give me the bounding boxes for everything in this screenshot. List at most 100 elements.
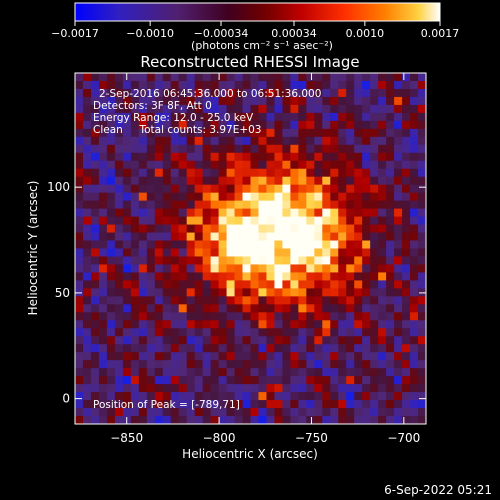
heatmap-cell [210, 280, 220, 289]
heatmap-cell [410, 128, 419, 138]
heatmap-cell [170, 328, 180, 337]
x-tick-label: −700 [387, 431, 420, 445]
heatmap-cell [98, 104, 108, 114]
heatmap-cell [338, 152, 347, 162]
heatmap-cell [330, 168, 339, 178]
heatmap-cell [170, 96, 180, 106]
heatmap-cell [314, 120, 323, 130]
heatmap-cell [258, 296, 268, 305]
heatmap-cell [226, 152, 236, 162]
heatmap-cell [402, 88, 411, 98]
heatmap-cell [122, 80, 132, 90]
heatmap-cell [378, 376, 387, 385]
heatmap-cell [322, 336, 331, 345]
heatmap-cell [418, 232, 426, 242]
heatmap-cell [330, 176, 339, 186]
heatmap-cell [394, 104, 403, 114]
heatmap-cell [274, 272, 284, 282]
heatmap-cell [394, 368, 403, 377]
heatmap-cell [75, 80, 84, 90]
heatmap-cell [322, 384, 331, 393]
heatmap-cell [354, 192, 363, 202]
heatmap-cell [154, 376, 164, 385]
heatmap-cell [386, 280, 395, 289]
heatmap-cell [322, 168, 331, 178]
heatmap-cell [306, 304, 315, 313]
heatmap-cell [274, 88, 284, 98]
heatmap-cell [322, 328, 331, 337]
heatmap-cell [98, 384, 108, 393]
heatmap-cell [178, 208, 188, 218]
heatmap-cell [218, 168, 228, 178]
heatmap-cell [114, 272, 124, 282]
heatmap-cell [250, 176, 260, 186]
heatmap-cell [162, 416, 172, 424]
heatmap-cell [258, 280, 268, 289]
heatmap-cell [194, 280, 204, 289]
heatmap-cell [90, 144, 100, 154]
heatmap-cell [338, 200, 347, 210]
heatmap-cell [202, 160, 212, 170]
heatmap-cell [162, 200, 172, 210]
heatmap-cell [322, 104, 331, 114]
heatmap-cell [290, 312, 299, 321]
heatmap-cell [306, 288, 315, 297]
heatmap-cell [418, 240, 426, 250]
heatmap-cell [306, 136, 315, 146]
heatmap-cell [114, 184, 124, 194]
heatmap-cell [290, 320, 299, 329]
heatmap-cell [290, 200, 299, 210]
heatmap-cell [75, 88, 84, 98]
heatmap-cell [90, 80, 100, 90]
heatmap-cell [298, 344, 307, 353]
heatmap-cell [306, 216, 315, 226]
heatmap-cell [258, 328, 268, 337]
heatmap-cell [162, 128, 172, 138]
heatmap-cell [370, 144, 379, 154]
heatmap-cell [170, 240, 180, 250]
heatmap-cell [402, 256, 411, 266]
heatmap-cell [210, 96, 220, 106]
heatmap-cell [98, 352, 108, 361]
heatmap-cell [130, 360, 140, 369]
heatmap-cell [146, 248, 156, 258]
heatmap-cell [146, 392, 156, 401]
heatmap-cell [154, 304, 164, 313]
heatmap-cell [274, 280, 284, 289]
heatmap-cell [282, 96, 291, 106]
heatmap-cell [362, 328, 371, 337]
heatmap-cell [290, 296, 299, 305]
heatmap-cell [226, 280, 236, 289]
heatmap-cell [130, 408, 140, 417]
heatmap-cell [194, 152, 204, 162]
heatmap-cell [338, 120, 347, 130]
heatmap-cell [306, 416, 315, 424]
heatmap-cell [170, 400, 180, 409]
heatmap-cell [210, 248, 220, 258]
heatmap-cell [170, 384, 180, 393]
heatmap-cell [378, 184, 387, 194]
heatmap-cell [90, 272, 100, 282]
heatmap-cell [242, 240, 252, 250]
heatmap-cell [354, 88, 363, 98]
heatmap-cell [114, 392, 124, 401]
heatmap-cell [410, 168, 419, 178]
heatmap-cell [90, 200, 100, 210]
heatmap-cell [282, 344, 291, 353]
heatmap-cell [218, 296, 228, 305]
heatmap-cell [122, 120, 132, 130]
heatmap-cell [338, 408, 347, 417]
heatmap-cell [266, 272, 276, 282]
heatmap-cell [194, 88, 204, 98]
heatmap-cell [418, 200, 426, 210]
heatmap-cell [98, 208, 108, 218]
heatmap-cell [210, 416, 220, 424]
heatmap-cell [370, 208, 379, 218]
heatmap-cell [202, 328, 212, 337]
heatmap-cell [242, 408, 252, 417]
heatmap-cell [290, 80, 299, 90]
heatmap-cell [138, 408, 148, 417]
heatmap-cell [402, 344, 411, 353]
heatmap-cell [410, 280, 419, 289]
heatmap-cell [258, 360, 268, 369]
